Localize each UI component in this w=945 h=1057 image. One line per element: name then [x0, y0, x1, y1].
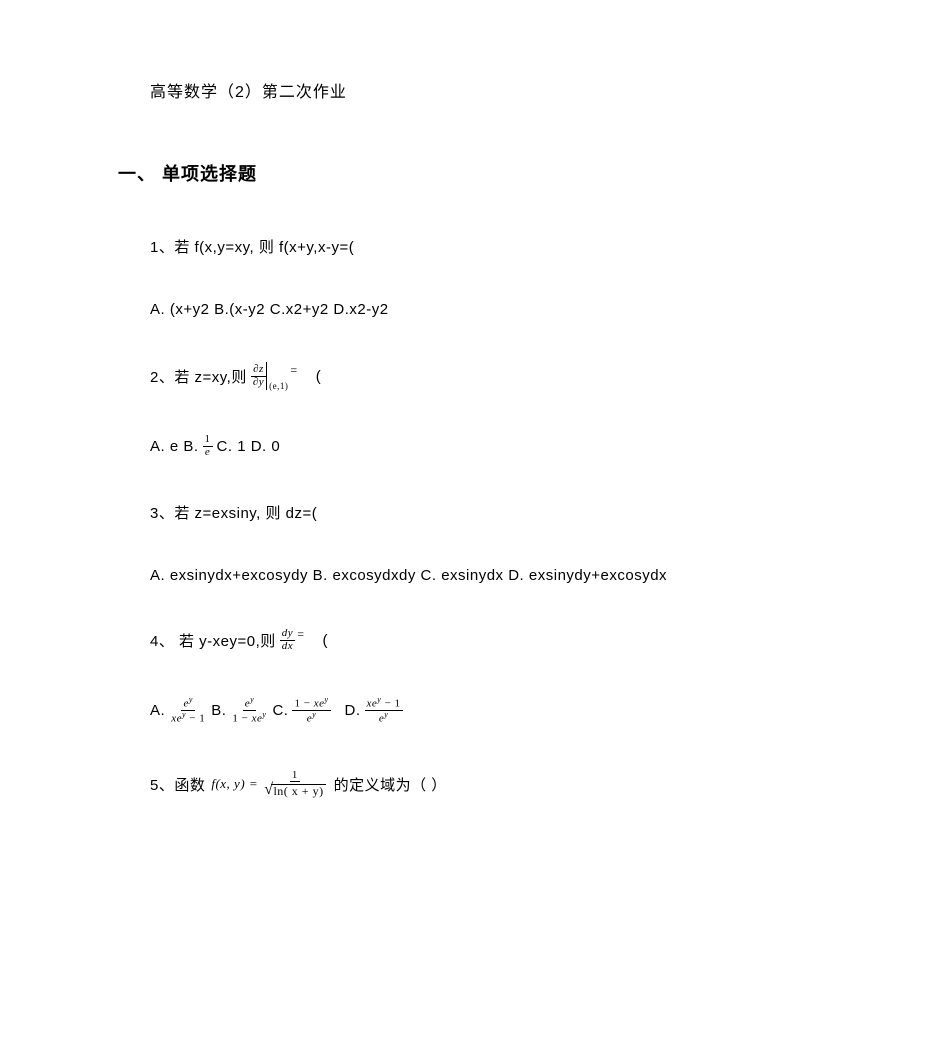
q4-d-frac: xey − 1 ey	[365, 696, 403, 725]
q4-c-frac: 1 − xey ey	[292, 696, 330, 725]
question-4: 4、 若 y-xey=0,则 dy dx = (	[150, 628, 895, 652]
q4-b-den: 1 − xey	[230, 711, 268, 725]
question-3: 3、若 z=exsiny, 则 dz=(	[150, 502, 895, 523]
q2-eval-point: (e,1)	[269, 381, 288, 391]
q4-equals: =	[297, 627, 304, 642]
q4-c-num: 1 − xey	[292, 696, 330, 711]
q4-dx: dx	[280, 641, 295, 653]
question-4-options: A. ey xey − 1 B. ey 1 − xey C. 1 − xey e…	[150, 696, 895, 725]
q4-a-label: A.	[150, 702, 165, 719]
q2-opt-ab-label: A. e B.	[150, 438, 199, 455]
q2-partial-den: ∂y	[251, 377, 266, 389]
q4-d-label: D.	[345, 702, 361, 719]
q4-b-label: B.	[211, 702, 226, 719]
q4-a-den: xey − 1	[169, 711, 207, 725]
q5-sqrt: √ ln( x + y)	[262, 782, 327, 799]
q2-opt-b-den: e	[203, 447, 212, 459]
question-5: 5、函数 f(x, y) = 1 √ ln( x + y) 的定义域为（ ）	[150, 770, 895, 799]
q5-one: 1	[290, 770, 300, 783]
q2-opt-b-num: 1	[203, 434, 213, 447]
q4-c-label: C.	[272, 702, 288, 719]
question-2-options: A. e B. 1 e C. 1 D. 0	[150, 434, 895, 458]
section-heading: 一、 单项选择题	[118, 160, 895, 186]
question-3-options: A. exsinydx+excosydy B. excosydxdy C. ex…	[150, 567, 895, 584]
q4-d-den: ey	[377, 711, 390, 725]
q5-fxy: f(x, y) =	[211, 776, 258, 792]
q2-equals: =	[290, 363, 297, 378]
q4-d-num: xey − 1	[365, 696, 403, 711]
question-1: 1、若 f(x,y=xy, 则 f(x+y,x-y=(	[150, 236, 895, 257]
q4-a-num: ey	[181, 696, 194, 711]
q5-frac: 1 √ ln( x + y)	[262, 770, 327, 799]
q4-b-num: ey	[243, 696, 256, 711]
q5-prefix: 5、函数	[150, 774, 205, 795]
q4-dydx: dy dx	[280, 628, 295, 652]
q2-prefix: 2、若 z=xy,则	[150, 366, 247, 387]
q4-suffix: (	[322, 632, 328, 649]
page-title: 高等数学（2）第二次作业	[150, 78, 895, 102]
q2-opt-b-frac: 1 e	[203, 434, 213, 458]
q4-b-frac: ey 1 − xey	[230, 696, 268, 725]
q2-suffix: (	[316, 368, 322, 385]
q4-dy: dy	[280, 628, 295, 641]
q5-suffix: 的定义域为（ ）	[334, 774, 447, 795]
q2-partial-fraction: ∂z ∂y	[251, 364, 266, 388]
q4-c-den: ey	[305, 711, 318, 725]
q2-opt-cd: C. 1 D. 0	[217, 438, 281, 455]
q4-a-frac: ey xey − 1	[169, 696, 207, 725]
question-2: 2、若 z=xy,则 ∂z ∂y (e,1) = (	[150, 362, 895, 390]
q4-prefix: 4、 若 y-xey=0,则	[150, 630, 276, 651]
q2-partial-num: ∂z	[251, 364, 266, 377]
question-1-options: A. (x+y2 B.(x-y2 C.x2+y2 D.x2-y2	[150, 301, 895, 318]
